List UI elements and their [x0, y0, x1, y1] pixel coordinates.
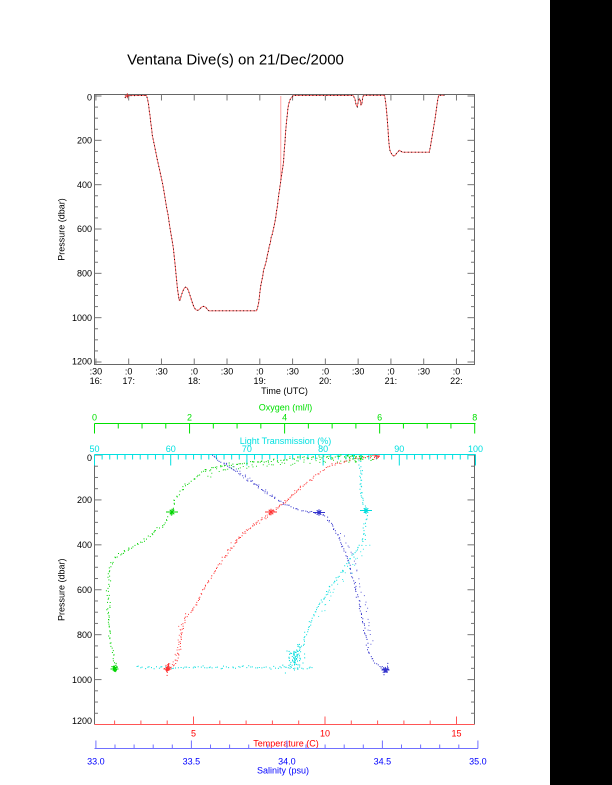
svg-text:34.0: 34.0 — [278, 757, 296, 767]
svg-text:0: 0 — [87, 453, 92, 463]
svg-text:1200: 1200 — [72, 357, 92, 367]
svg-text::30: :30 — [155, 367, 168, 377]
svg-text:18:: 18: — [188, 376, 201, 386]
svg-text::30: :30 — [90, 367, 103, 377]
svg-text:0: 0 — [87, 93, 92, 103]
svg-text:60: 60 — [166, 444, 176, 454]
svg-text:600: 600 — [77, 224, 92, 234]
svg-text:34.5: 34.5 — [374, 757, 392, 767]
svg-text:800: 800 — [77, 630, 92, 640]
svg-text:200: 200 — [77, 136, 92, 146]
svg-text:10: 10 — [320, 729, 330, 739]
svg-text:80: 80 — [318, 444, 328, 454]
svg-text:17:: 17: — [122, 376, 135, 386]
svg-text:0: 0 — [92, 413, 97, 423]
svg-text::0: :0 — [256, 367, 264, 377]
svg-text:70: 70 — [242, 444, 252, 454]
svg-text:50: 50 — [89, 444, 99, 454]
svg-text::30: :30 — [352, 367, 365, 377]
svg-text:35.0: 35.0 — [469, 757, 487, 767]
svg-text:Oxygen (ml/l): Oxygen (ml/l) — [259, 403, 313, 413]
svg-text::30: :30 — [221, 367, 234, 377]
svg-text:5: 5 — [191, 729, 196, 739]
svg-text:1200: 1200 — [72, 716, 92, 726]
svg-text:Pressure (dbar): Pressure (dbar) — [57, 558, 67, 621]
svg-text::30: :30 — [286, 367, 299, 377]
svg-text:4: 4 — [282, 413, 287, 423]
svg-text:Time (UTC): Time (UTC) — [261, 386, 308, 396]
svg-text::0: :0 — [190, 367, 198, 377]
svg-text:Temperature (C): Temperature (C) — [253, 739, 319, 749]
svg-text:800: 800 — [77, 269, 92, 279]
svg-text:Pressure (dbar): Pressure (dbar) — [57, 198, 67, 261]
svg-text:600: 600 — [77, 585, 92, 595]
svg-text:1000: 1000 — [72, 313, 92, 323]
svg-text::30: :30 — [417, 367, 430, 377]
svg-text:16:: 16: — [90, 376, 103, 386]
svg-text:33.5: 33.5 — [183, 757, 201, 767]
svg-text:21:: 21: — [385, 376, 398, 386]
svg-text:2: 2 — [187, 413, 192, 423]
svg-text:Salinity (psu): Salinity (psu) — [257, 766, 309, 776]
svg-text:19:: 19: — [254, 376, 267, 386]
svg-text::0: :0 — [322, 367, 330, 377]
svg-text:90: 90 — [394, 444, 404, 454]
svg-text:400: 400 — [77, 540, 92, 550]
svg-text:1000: 1000 — [72, 675, 92, 685]
svg-text:100: 100 — [468, 444, 483, 454]
svg-text::0: :0 — [387, 367, 395, 377]
svg-text:20:: 20: — [319, 376, 332, 386]
svg-text:8: 8 — [472, 413, 477, 423]
svg-text:200: 200 — [77, 495, 92, 505]
svg-text:6: 6 — [377, 413, 382, 423]
svg-text::0: :0 — [125, 367, 133, 377]
svg-text:33.0: 33.0 — [87, 757, 105, 767]
svg-text:Light Transmission (%): Light Transmission (%) — [240, 436, 332, 446]
svg-text::0: :0 — [453, 367, 461, 377]
svg-text:15: 15 — [451, 729, 461, 739]
svg-text:400: 400 — [77, 180, 92, 190]
svg-text:22:: 22: — [450, 376, 463, 386]
svg-text:Ventana Dive(s) on 21/Dec/2000: Ventana Dive(s) on 21/Dec/2000 — [127, 52, 344, 69]
